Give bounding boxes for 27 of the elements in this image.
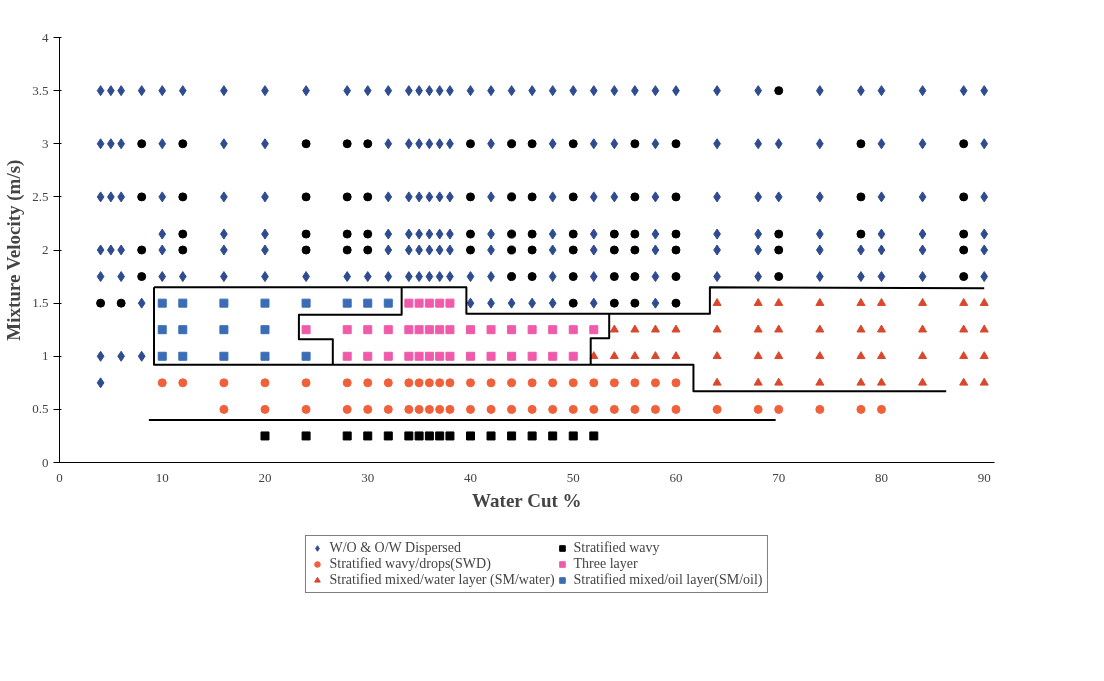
y-axis-title: Mixture Velocity (m/s) — [3, 159, 26, 341]
legend-label: Three layer — [573, 555, 638, 572]
x-tick-label: 10 — [155, 469, 169, 485]
x-tick-label: 80 — [874, 469, 888, 485]
x-tick-label: 40 — [463, 469, 477, 485]
legend-label: Stratified mixed/oil layer(SM/oil) — [573, 571, 763, 588]
x-axis-title: Water Cut % — [472, 489, 582, 511]
y-tick-label: 3 — [42, 135, 49, 151]
x-tick-label: 60 — [669, 469, 683, 485]
x-tick-label: 90 — [977, 469, 991, 485]
y-tick-label: 0.5 — [32, 401, 49, 417]
x-tick-label: 30 — [361, 469, 375, 485]
y-tick-label: 1.5 — [32, 295, 49, 311]
y-tick-label: 2.5 — [32, 188, 49, 204]
legend-label: Stratified wavy — [573, 539, 660, 556]
legend-label: Stratified wavy/drops(SWD) — [329, 555, 491, 572]
legend-label: Stratified mixed/water layer (SM/water) — [329, 571, 555, 588]
x-tick-label: 20 — [258, 469, 272, 485]
legend-label: W/O & O/W Dispersed — [329, 539, 462, 556]
x-tick-label: 50 — [566, 469, 580, 485]
y-tick-label: 4 — [42, 29, 49, 45]
y-tick-label: 2 — [42, 242, 49, 257]
x-tick-label: 0 — [56, 469, 63, 485]
y-tick-label: 0 — [42, 454, 49, 470]
y-tick-label: 1 — [42, 348, 49, 364]
y-tick-label: 3.5 — [32, 82, 49, 98]
x-tick-label: 70 — [772, 469, 786, 485]
